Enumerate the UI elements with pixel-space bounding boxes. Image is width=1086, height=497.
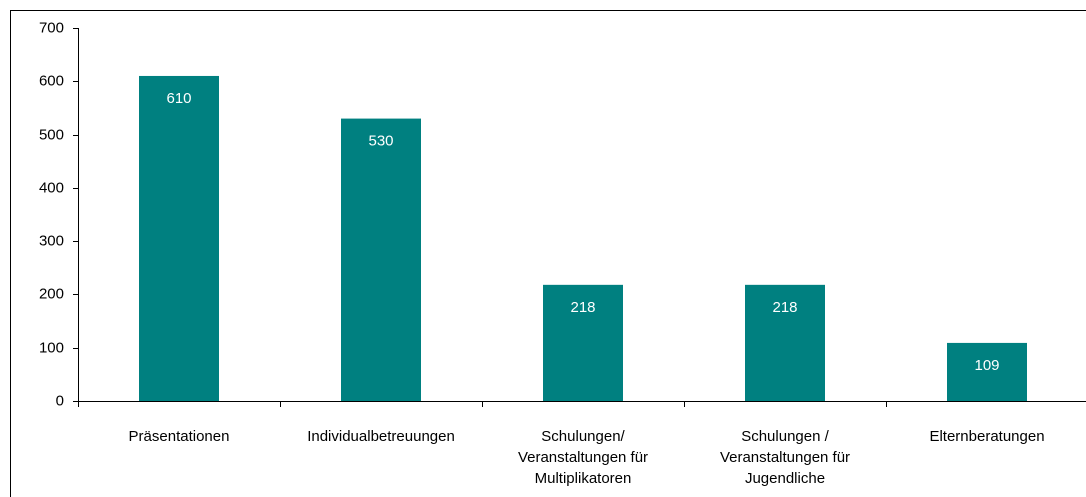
value-label: 109 bbox=[974, 357, 999, 374]
value-label: 218 bbox=[772, 299, 797, 316]
value-label: 218 bbox=[570, 299, 595, 316]
x-tick-label: Schulungen / Veranstaltungen für Jugendlic… bbox=[720, 428, 850, 487]
y-tick-label: 500 bbox=[39, 126, 64, 143]
value-label: 530 bbox=[368, 133, 393, 150]
bar bbox=[543, 284, 623, 401]
y-tick-label: 100 bbox=[39, 339, 64, 356]
y-tick-label: 700 bbox=[39, 19, 64, 36]
bar bbox=[139, 75, 219, 401]
y-tick-label: 400 bbox=[39, 179, 64, 196]
y-tick-label: 200 bbox=[39, 285, 64, 302]
bar bbox=[341, 118, 421, 401]
x-tick-label: Präsentationen bbox=[129, 428, 230, 445]
y-tick-label: 600 bbox=[39, 72, 64, 89]
x-tick-label: Individualbetreuungen bbox=[307, 428, 455, 445]
bar bbox=[745, 284, 825, 401]
y-tick-label: 300 bbox=[39, 232, 64, 249]
x-tick-label: Schulungen/Veranstaltungen für Multiplika… bbox=[518, 428, 648, 487]
chart-frame bbox=[10, 10, 1086, 497]
y-tick-label: 0 bbox=[56, 392, 64, 409]
x-tick-label: Elternberatungen bbox=[929, 428, 1044, 445]
value-label: 610 bbox=[166, 90, 191, 107]
bar bbox=[947, 342, 1027, 401]
